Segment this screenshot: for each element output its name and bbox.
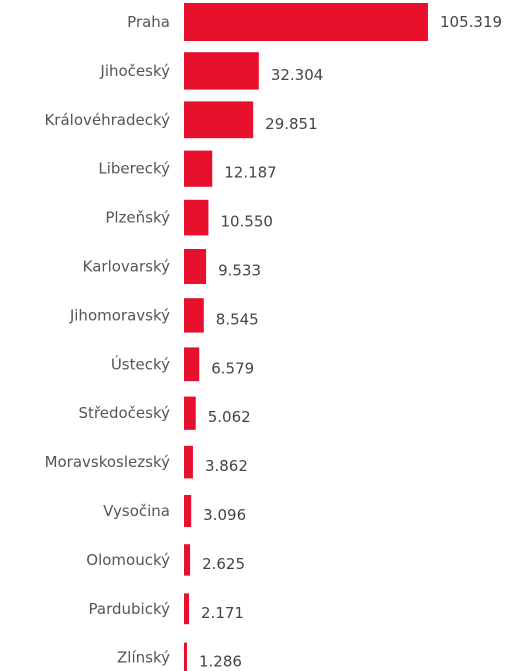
value-label: 29.851 <box>265 115 318 133</box>
category-labels: Praha Jihočeský Královéhradecký Liberecký Pl… <box>44 13 170 667</box>
bar <box>184 249 207 284</box>
value-label: 12.187 <box>224 164 277 182</box>
value-label: 2.171 <box>201 604 244 622</box>
category-label: Moravskoslezský <box>45 453 171 471</box>
category-label: Pardubický <box>89 600 171 618</box>
bar <box>184 495 192 527</box>
category-label: Jihočeský <box>99 62 170 80</box>
category-label: Zlínský <box>117 649 170 667</box>
bar <box>184 642 187 671</box>
category-label: Praha <box>127 13 170 31</box>
value-label: 6.579 <box>211 359 254 377</box>
bar <box>184 544 191 576</box>
bar <box>184 101 254 139</box>
category-label: Plzeňský <box>105 209 170 227</box>
bar <box>184 3 428 41</box>
bars <box>184 3 428 671</box>
category-label: Ústecký <box>111 354 170 373</box>
category-label: Olomoucký <box>86 551 170 569</box>
value-label: 105.319 <box>440 13 502 31</box>
category-label: Liberecký <box>98 160 170 178</box>
bar <box>184 199 209 236</box>
value-label: 10.550 <box>220 213 273 231</box>
bar <box>184 445 193 479</box>
category-label: Královéhradecký <box>44 111 170 129</box>
value-label: 1.286 <box>199 653 242 671</box>
bar <box>184 298 204 333</box>
bar <box>184 52 259 90</box>
bar <box>184 150 213 187</box>
value-label: 8.545 <box>216 310 259 328</box>
category-label: Jihomoravský <box>69 306 170 324</box>
bar <box>184 347 200 382</box>
value-label: 2.625 <box>202 555 245 573</box>
bar <box>184 593 190 625</box>
value-labels: 105.319 32.304 29.851 12.187 10.550 9.533 8.54… <box>199 13 502 671</box>
value-label: 9.533 <box>218 262 261 280</box>
bar <box>184 396 196 430</box>
value-label: 3.862 <box>205 457 248 475</box>
category-label: Vysočina <box>103 502 170 520</box>
value-label: 5.062 <box>208 408 251 426</box>
category-label: Středočeský <box>79 404 171 422</box>
value-label: 32.304 <box>271 66 324 84</box>
category-label: Karlovarský <box>83 258 170 276</box>
value-label: 3.096 <box>203 506 246 524</box>
